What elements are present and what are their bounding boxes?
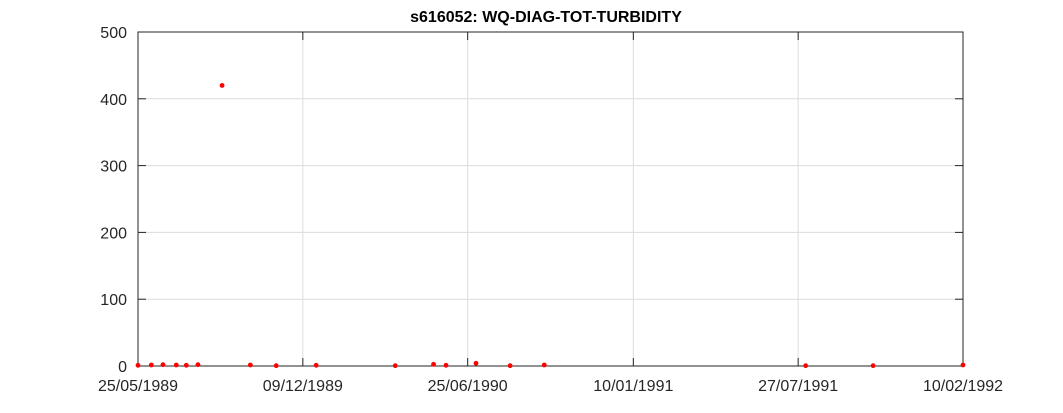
data-point: [960, 362, 966, 368]
data-point: [541, 362, 547, 368]
x-tick-label: 25/05/1989: [98, 378, 178, 395]
data-point: [247, 362, 253, 368]
data-point: [195, 362, 201, 368]
y-tick-label: 300: [100, 159, 127, 176]
data-point: [443, 362, 449, 368]
y-tick-label: 500: [100, 25, 127, 42]
x-tick-label: 27/07/1991: [758, 378, 838, 395]
x-tick-label: 10/01/1991: [593, 378, 673, 395]
y-tick-label: 100: [100, 292, 127, 309]
plot-area-frame: [137, 31, 964, 367]
data-point: [313, 362, 319, 368]
y-tick-labels: 0 100 200 300 400 500: [100, 25, 127, 376]
data-points: [135, 83, 966, 369]
data-point: [273, 363, 279, 369]
data-point: [183, 362, 189, 368]
data-point: [160, 362, 166, 368]
x-tick-label: 09/12/1989: [263, 378, 343, 395]
data-point: [507, 363, 513, 369]
data-point: [148, 362, 154, 368]
data-point: [431, 361, 436, 367]
grid-lines: [138, 32, 963, 366]
axis-ticks: [137, 31, 964, 367]
y-tick-label: 200: [100, 225, 127, 242]
data-point: [870, 363, 876, 369]
data-point: [135, 362, 141, 368]
data-point: [219, 83, 225, 88]
data-point: [473, 360, 479, 366]
x-tick-label: 10/02/1992: [923, 378, 1003, 395]
data-point: [803, 363, 809, 369]
x-tick-labels: 25/05/1989 09/12/1989 25/06/1990 10/01/1991…: [98, 378, 1003, 395]
x-tick-label: 25/06/1990: [428, 378, 508, 395]
data-point: [173, 362, 179, 368]
chart-title: s616052: WQ-DIAG-TOT-TURBIDITY: [410, 9, 682, 26]
y-tick-label: 0: [118, 359, 127, 376]
data-point: [392, 363, 398, 369]
y-tick-label: 400: [100, 92, 127, 109]
